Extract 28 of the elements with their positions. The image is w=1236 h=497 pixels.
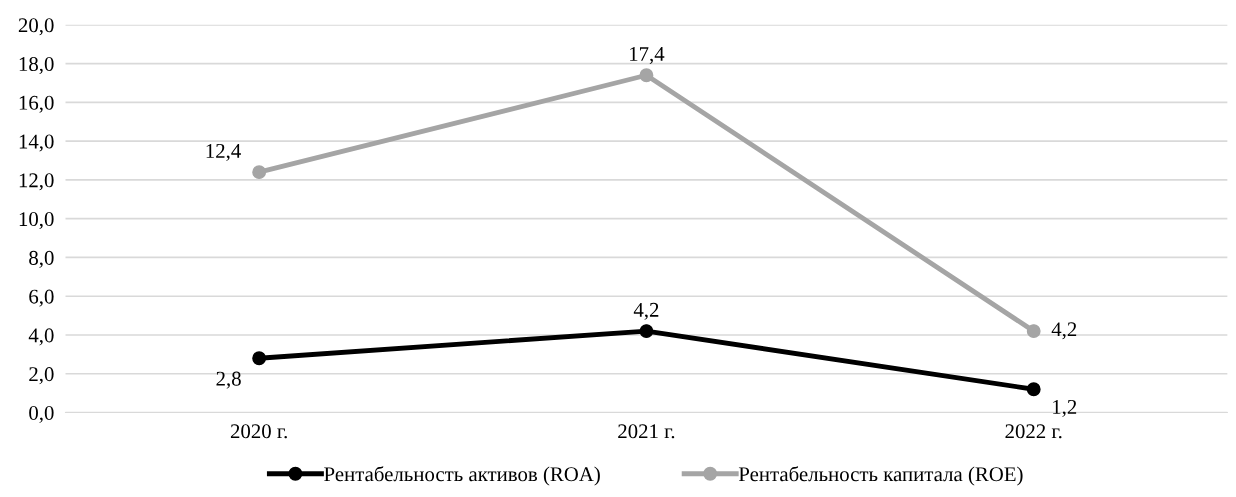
point [1026, 382, 1041, 397]
x-tick-label: 2022 г. [1005, 424, 1062, 439]
data-label: 1,2 [1053, 399, 1077, 417]
point [639, 68, 654, 83]
y-tick-label: 8,0 [29, 250, 54, 268]
point [639, 324, 654, 339]
x-tick-label: 2020 г. [230, 424, 287, 439]
y-tick-label: 2,0 [29, 367, 54, 385]
legend-label: Рентабельность капитала (ROE) [738, 466, 1023, 486]
y-tick-label: 20,0 [18, 18, 54, 36]
y-tick-label: 16,0 [19, 95, 54, 113]
y-tick-label: 0,0 [29, 405, 54, 423]
data-label: 12,4 [206, 143, 241, 161]
data-label: 4,2 [1051, 322, 1077, 340]
data-label: 4,2 [633, 302, 659, 320]
legend-label: Рентабельность активов (ROA) [324, 466, 600, 486]
data-label: 2,8 [216, 371, 241, 389]
y-tick-label: 12,0 [19, 173, 54, 191]
point [1026, 324, 1041, 339]
point [252, 165, 267, 180]
y-tick-label: 10,0 [19, 212, 54, 230]
y-tick-label: 14,0 [19, 134, 54, 152]
x-tick-label: 2021 г. [618, 424, 675, 439]
point [252, 351, 267, 366]
y-tick-label: 4,0 [28, 328, 54, 346]
y-tick-label: 6,0 [29, 289, 54, 307]
y-tick-label: 18,0 [19, 56, 54, 75]
data-label: 17,4 [630, 47, 665, 65]
